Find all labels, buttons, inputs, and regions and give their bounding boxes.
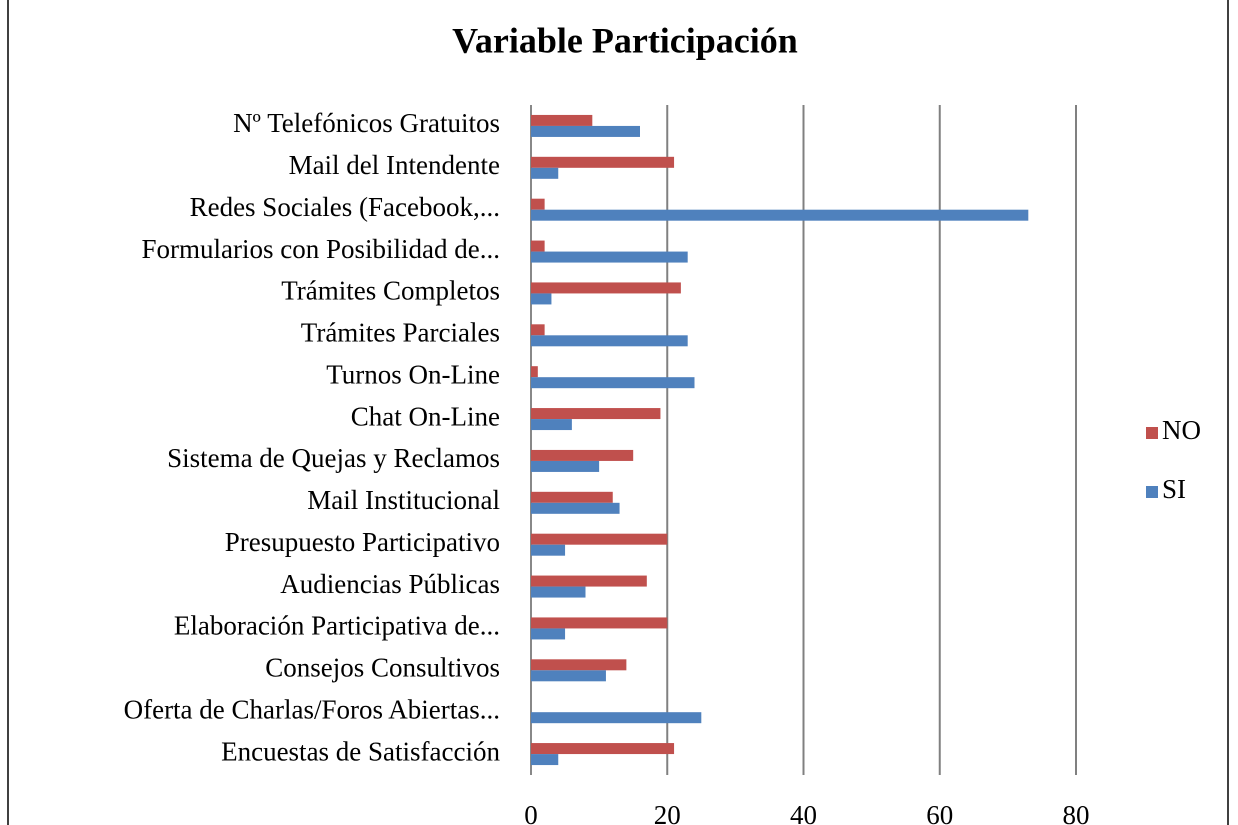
y-tick-label: Encuestas de Satisfacción (221, 736, 500, 766)
y-tick-label: Sistema de Quejas y Reclamos (167, 443, 500, 473)
legend-label: NO (1162, 415, 1201, 445)
y-tick-label: Turnos On-Line (326, 359, 500, 389)
x-tick-label: 20 (654, 800, 681, 825)
bar (531, 156, 675, 168)
bar (531, 712, 702, 724)
y-tick-label: Audiencias Públicas (280, 569, 500, 599)
bar (531, 670, 606, 682)
y-tick-label: Mail Institucional (307, 485, 500, 515)
y-tick-label: Formularios con Posibilidad de... (142, 234, 500, 264)
bar (531, 754, 559, 766)
bar (531, 240, 545, 252)
bar (531, 659, 627, 671)
bar (531, 282, 681, 294)
bar (531, 502, 620, 514)
bar (531, 377, 695, 389)
bar (531, 125, 640, 137)
bar (531, 586, 586, 598)
bar (531, 366, 538, 378)
bar (531, 544, 566, 556)
bar (531, 628, 566, 640)
bar (531, 209, 1029, 221)
bar (531, 293, 552, 305)
legend-swatch (1146, 486, 1158, 498)
bar (531, 335, 688, 347)
x-tick-label: 80 (1063, 800, 1090, 825)
y-tick-label: Trámites Completos (281, 276, 500, 306)
bar (531, 449, 634, 461)
x-tick-label: 60 (926, 800, 953, 825)
y-tick-label: Oferta de Charlas/Foros Abiertas... (124, 694, 500, 724)
legend-label: SI (1162, 474, 1186, 504)
y-tick-label: Chat On-Line (351, 401, 500, 431)
y-tick-label: Presupuesto Participativo (225, 527, 500, 557)
bar (531, 324, 545, 336)
bar (531, 575, 647, 587)
y-tick-label: Consejos Consultivos (265, 653, 500, 683)
y-tick-label: Trámites Parciales (301, 318, 500, 348)
bar (531, 533, 668, 545)
y-tick-label: Mail del Intendente (289, 150, 500, 180)
x-tick-label: 40 (790, 800, 817, 825)
bar (531, 491, 613, 503)
y-tick-label: Elaboración Participativa de... (174, 611, 500, 641)
bar (531, 419, 572, 431)
chart-frame (7, 0, 1229, 825)
bar (531, 617, 668, 629)
bar (531, 167, 559, 179)
bar (531, 408, 661, 420)
legend-swatch (1146, 427, 1158, 439)
y-tick-label: Redes Sociales (Facebook,... (190, 192, 500, 222)
bar (531, 198, 545, 210)
bar (531, 460, 600, 472)
y-tick-label: Nº Telefónicos Gratuitos (233, 108, 500, 138)
chart-title: Variable Participación (452, 20, 798, 60)
bar (531, 251, 688, 263)
bar (531, 743, 675, 755)
bar (531, 114, 593, 126)
x-tick-label: 0 (524, 800, 538, 825)
